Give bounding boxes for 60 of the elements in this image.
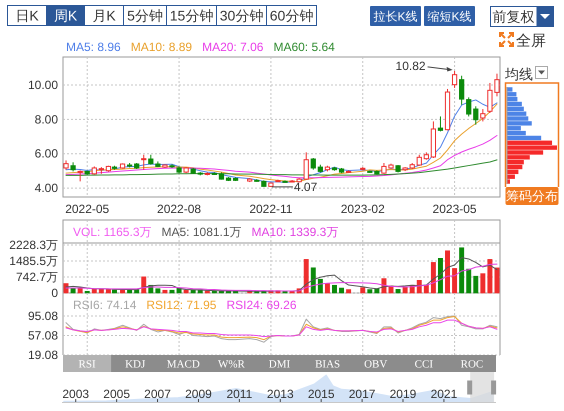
x-tick-label: 2005 — [103, 387, 130, 401]
text: 缩短K线 — [427, 10, 472, 24]
text: 筹码分布 — [506, 188, 558, 204]
y-tick-label: 2228.3万 — [9, 238, 58, 252]
text: 15分钟 — [170, 8, 214, 24]
text: MA20: 7.06 — [202, 40, 264, 54]
text: RSI — [78, 358, 96, 370]
x-tick-label: 2021 — [430, 387, 458, 401]
y-tick-label: 1485.5万 — [9, 254, 58, 268]
y-tick-label: 6.00 — [34, 146, 58, 161]
y-tick-label: 19.08 — [28, 348, 58, 362]
text: 全屏 — [516, 32, 546, 50]
x-tick-label: 2007 — [144, 387, 172, 401]
y-tick-label: 0 — [51, 286, 58, 300]
x-tick-label: 2022-08 — [157, 202, 202, 216]
y-tick-label: 742.7万 — [16, 270, 58, 284]
y-tick-label: 4.00 — [34, 181, 58, 196]
y-tick-label: 57.08 — [28, 328, 58, 342]
chart-title: VOL: 1165.3万 — [73, 225, 152, 239]
x-tick-label: 2023-02 — [340, 202, 386, 216]
series-label: RSI12: 71.95 — [146, 298, 217, 312]
y-tick-label: 8.00 — [34, 112, 58, 126]
text: 月K — [92, 8, 116, 24]
text: 5分钟 — [127, 8, 163, 24]
text: MA5: 1081.1万 — [162, 225, 242, 239]
text: CCI — [414, 358, 434, 370]
annotation: 10.82 — [396, 58, 426, 73]
x-tick-label: 2009 — [185, 387, 212, 401]
text: ROC — [460, 358, 484, 370]
x-tick-label: 2022-05 — [65, 202, 110, 216]
text: MACD — [166, 358, 200, 370]
x-tick-label: 2019 — [390, 387, 417, 401]
text: OBV — [364, 358, 388, 370]
x-tick-label: 2023-05 — [432, 202, 477, 216]
x-tick-label: 2022-11 — [249, 202, 293, 216]
text: MA10: 1339.3万 — [252, 225, 338, 239]
text: 30分钟 — [220, 8, 264, 24]
x-tick-label: 2011 — [226, 387, 253, 401]
x-tick-label: 2013 — [266, 387, 294, 401]
text: BIAS — [315, 358, 340, 370]
text: MA60: 5.64 — [273, 40, 336, 54]
text: 周K — [54, 8, 78, 24]
text: W%R — [218, 358, 246, 370]
y-tick-label: 10.00 — [28, 78, 58, 92]
series-label: RSI24: 69.26 — [226, 298, 297, 312]
series-label: RSI6: 74.14 — [73, 298, 137, 312]
y-tick-label: 95.08 — [28, 309, 58, 323]
x-tick-label: 2017 — [348, 387, 376, 401]
text: 60分钟 — [270, 8, 314, 24]
text: 拉长K线 — [373, 10, 418, 24]
text: MA5: 8.96 — [66, 40, 122, 54]
x-tick-label: 2003 — [62, 387, 90, 401]
text: 前复权 — [492, 8, 534, 24]
text: KDJ — [125, 358, 146, 370]
text: 日K — [15, 8, 40, 24]
annotation: 4.07 — [294, 180, 318, 194]
text: DMI — [268, 358, 291, 370]
x-tick-label: 2015 — [308, 387, 335, 401]
text: 均线 — [504, 66, 533, 82]
text: MA10: 8.89 — [130, 40, 192, 54]
